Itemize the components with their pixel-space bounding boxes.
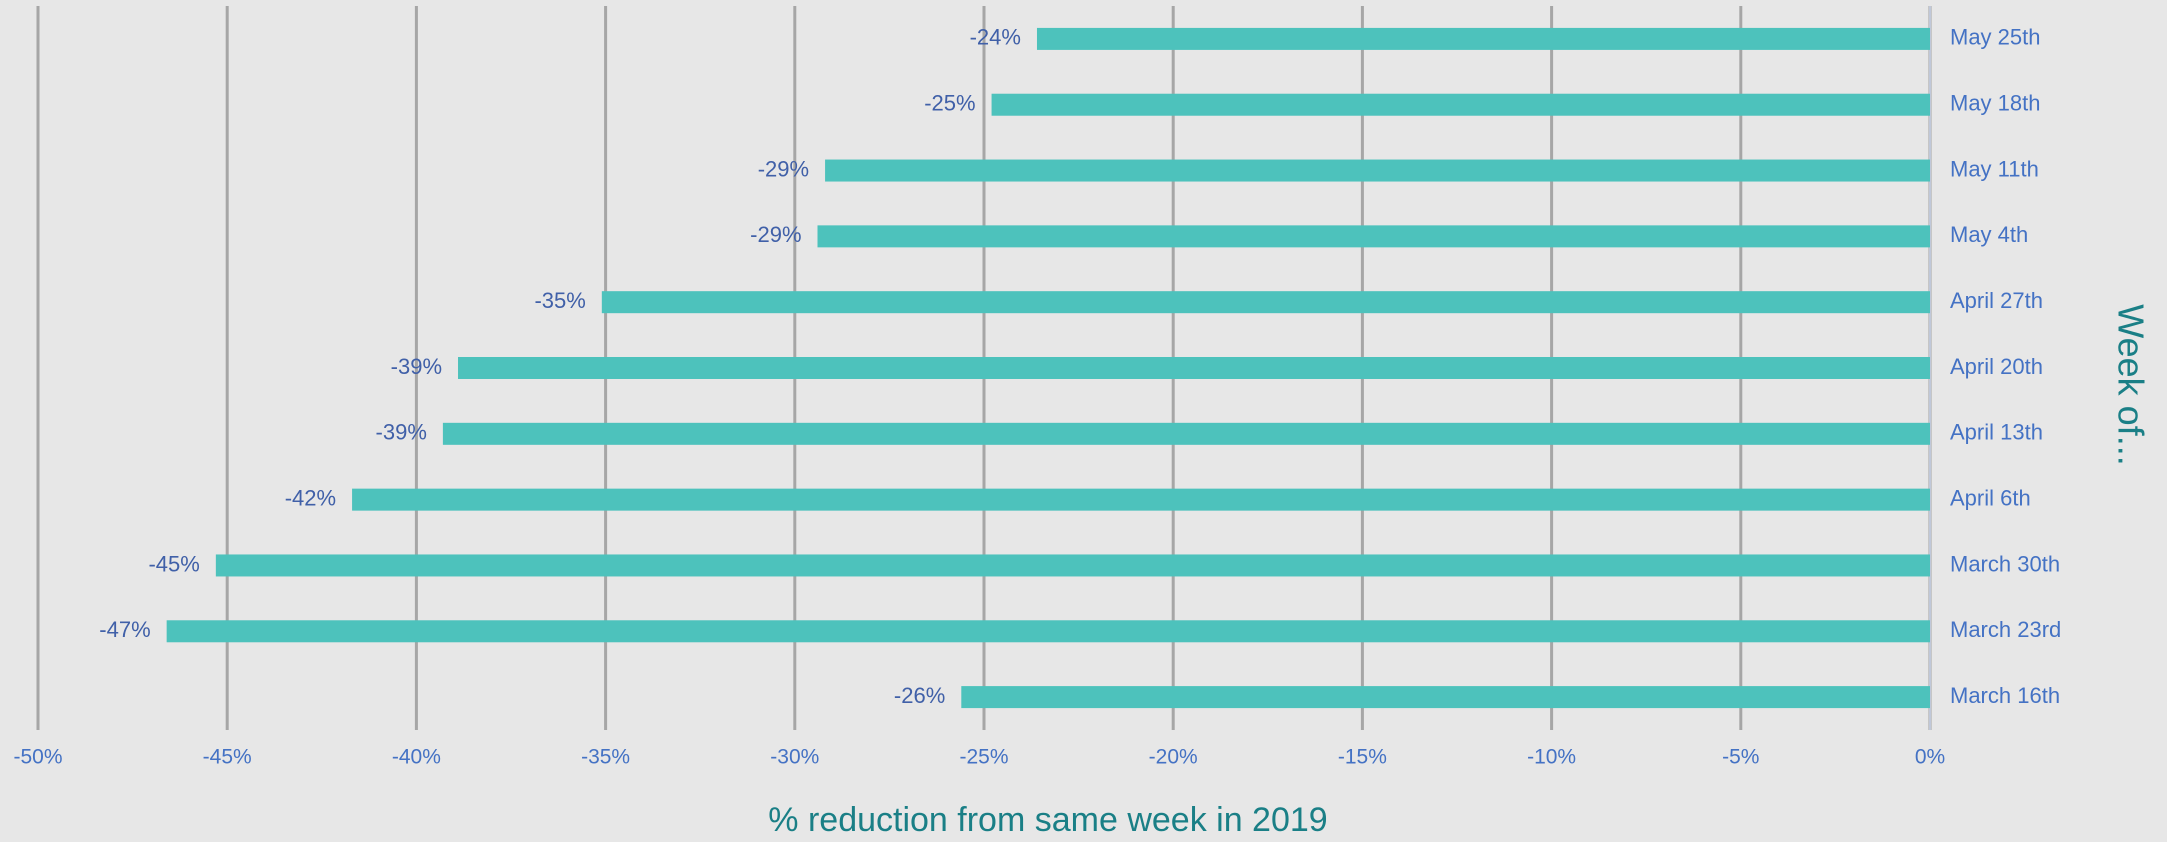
y-tick-label: April 6th bbox=[1950, 485, 2031, 510]
x-tick-label: -40% bbox=[392, 746, 441, 769]
x-tick-label: -5% bbox=[1722, 746, 1759, 769]
x-tick-label: -45% bbox=[203, 746, 252, 769]
y-tick-label: March 16th bbox=[1950, 683, 2060, 708]
y-tick-label: May 4th bbox=[1950, 222, 2028, 247]
x-tick-label: -20% bbox=[1149, 746, 1198, 769]
y-axis-title: Week of... bbox=[2110, 304, 2151, 465]
bar bbox=[166, 620, 1930, 643]
data-label: -45% bbox=[148, 551, 199, 576]
bar bbox=[352, 488, 1930, 511]
x-tick-label: -15% bbox=[1338, 746, 1387, 769]
data-label: -35% bbox=[534, 288, 585, 313]
data-label: -24% bbox=[970, 25, 1021, 50]
x-tick-label: -35% bbox=[581, 746, 630, 769]
bar bbox=[961, 686, 1930, 709]
x-tick-label: 0% bbox=[1915, 746, 1945, 769]
bar bbox=[442, 422, 1931, 445]
x-axis-title: % reduction from same week in 2019 bbox=[768, 801, 1327, 839]
data-label: -29% bbox=[750, 222, 801, 247]
y-tick-label: May 18th bbox=[1950, 91, 2041, 116]
x-tick-label: -50% bbox=[13, 746, 62, 769]
bar bbox=[215, 554, 1930, 577]
data-label: -26% bbox=[894, 683, 945, 708]
bar bbox=[1036, 27, 1930, 50]
y-tick-label: March 30th bbox=[1950, 551, 2060, 576]
data-label: -42% bbox=[285, 485, 336, 510]
bar bbox=[458, 357, 1931, 379]
data-label: -29% bbox=[758, 156, 809, 181]
y-tick-label: April 13th bbox=[1950, 420, 2043, 445]
data-label: -25% bbox=[924, 91, 975, 116]
bar bbox=[825, 159, 1930, 182]
y-tick-label: April 20th bbox=[1950, 354, 2043, 379]
bar bbox=[601, 291, 1931, 314]
x-tick-label: -10% bbox=[1527, 746, 1576, 769]
y-tick-label: April 27th bbox=[1950, 288, 2043, 313]
bar bbox=[991, 93, 1930, 116]
data-label: -39% bbox=[376, 420, 427, 445]
y-tick-label: May 11th bbox=[1950, 156, 2039, 181]
data-label: -47% bbox=[99, 617, 150, 642]
y-tick-label: May 25th bbox=[1950, 25, 2041, 50]
bar bbox=[817, 225, 1930, 248]
data-label: -39% bbox=[391, 354, 442, 379]
x-tick-label: -25% bbox=[959, 746, 1008, 769]
x-tick-label: -30% bbox=[770, 746, 819, 769]
y-tick-label: March 23rd bbox=[1950, 617, 2061, 642]
